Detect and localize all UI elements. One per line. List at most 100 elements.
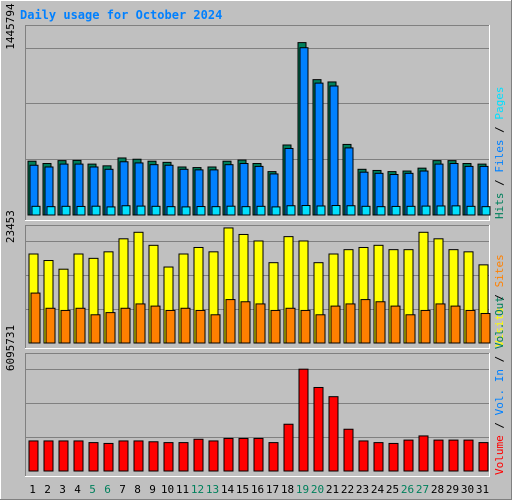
volume-bar (58, 440, 69, 472)
pages-bar (121, 205, 131, 216)
legend: Hits / Files / Pages (493, 87, 506, 220)
x-tick-label: 3 (59, 483, 66, 496)
pages-bar (31, 205, 41, 216)
x-tick-label: 11 (176, 483, 189, 496)
pages-bar (241, 206, 251, 216)
volume-bar (463, 439, 474, 472)
volume-bar (298, 368, 309, 472)
volume-bar (178, 442, 189, 472)
pages-bar (91, 205, 101, 216)
sites-bar (405, 314, 416, 344)
x-tick-label: 14 (221, 483, 235, 496)
volume-bar (448, 439, 459, 472)
volume-bar (238, 437, 249, 472)
legend-separator: / (493, 173, 506, 193)
sites-bar (135, 303, 146, 344)
volume-bar (328, 396, 339, 472)
pages-bar (76, 205, 86, 216)
sites-bar (465, 309, 476, 344)
volume-bar (388, 442, 399, 472)
pages-bar (451, 205, 461, 216)
volume-bar (148, 441, 159, 472)
pages-bar (46, 206, 56, 216)
pages-bar (196, 206, 206, 216)
sites-bar (345, 303, 356, 344)
volume-bar (103, 442, 114, 472)
x-tick-label: 16 (251, 483, 264, 496)
volume-bar (118, 440, 129, 472)
legend-separator: / (493, 120, 506, 140)
sites-bar (315, 314, 326, 344)
sites-bar (120, 307, 131, 344)
volume-bar (28, 440, 39, 472)
sites-bar (330, 305, 341, 344)
legend-item: Visits (493, 307, 506, 347)
sites-bar (45, 307, 56, 344)
x-tick-label: 22 (341, 483, 354, 496)
x-tick-label: 20 (311, 483, 324, 496)
x-tick-label: 6 (104, 483, 111, 496)
pages-bar (346, 205, 356, 216)
legend-item: Hits (493, 193, 506, 220)
pages-bar (436, 205, 446, 216)
pages-bar (361, 205, 371, 216)
pages-bar (391, 205, 401, 216)
x-tick-label: 1 (29, 483, 36, 496)
pages-bar (406, 205, 416, 216)
pages-bar (316, 205, 326, 216)
volume-bar (88, 442, 99, 472)
sites-bar (270, 309, 281, 344)
x-tick-label: 25 (386, 483, 399, 496)
sites-bar (420, 309, 431, 344)
volume-bar (73, 440, 84, 472)
x-tick-label: 10 (161, 483, 174, 496)
pages-bar (256, 205, 266, 216)
sites-bar (480, 312, 491, 344)
sites-bar (195, 309, 206, 344)
legend-item: Pages (493, 87, 506, 120)
x-tick-label: 26 (401, 483, 414, 496)
x-tick-label: 18 (281, 483, 294, 496)
pages-bar (61, 205, 71, 216)
x-tick-label: 28 (431, 483, 444, 496)
volume-bar (418, 435, 429, 472)
volume-bar (208, 440, 219, 472)
x-tick-label: 31 (476, 483, 489, 496)
volume-bar (283, 423, 294, 472)
sites-bar (285, 307, 296, 344)
panels-layer: 1445794 Hits / Files / Pages 23453 Visits /… (4, 3, 506, 477)
sites-bar (360, 299, 371, 344)
volume-bar (163, 442, 174, 472)
legend-item: Vol. Out (493, 296, 506, 349)
sites-bar (300, 309, 311, 344)
volume-bar (478, 442, 489, 472)
files-bar (344, 147, 354, 216)
legend-separator: / (493, 287, 506, 307)
x-axis-labels: 1 2 3 4 5 6 7 8 9 10 11 12 13 14 15 16 17 18 19 20 21 22 23 24 2… (29, 483, 489, 496)
sites-bar (165, 309, 176, 344)
sites-bar (180, 307, 191, 344)
volume-bar (43, 440, 54, 472)
x-tick-label: 27 (416, 483, 429, 496)
volume-bar (433, 439, 444, 472)
sites-bar (255, 303, 266, 344)
x-tick-label: 2 (44, 483, 51, 496)
legend-separator: / (493, 349, 506, 369)
pages-bar (211, 206, 221, 216)
x-tick-label: 29 (446, 483, 459, 496)
x-tick-label: 7 (119, 483, 126, 496)
x-tick-label: 23 (356, 483, 369, 496)
pages-bar (106, 206, 116, 216)
pages-bar (286, 205, 296, 216)
sites-bar (225, 299, 236, 344)
legend-item: Volume (493, 435, 506, 475)
pages-bar (181, 206, 191, 216)
sites-bar (210, 314, 221, 344)
sites-bar (30, 292, 41, 344)
files-bar (329, 85, 339, 216)
x-tick-label: 9 (149, 483, 156, 496)
legend-item: Files (493, 140, 506, 173)
sites-bar (90, 314, 101, 344)
